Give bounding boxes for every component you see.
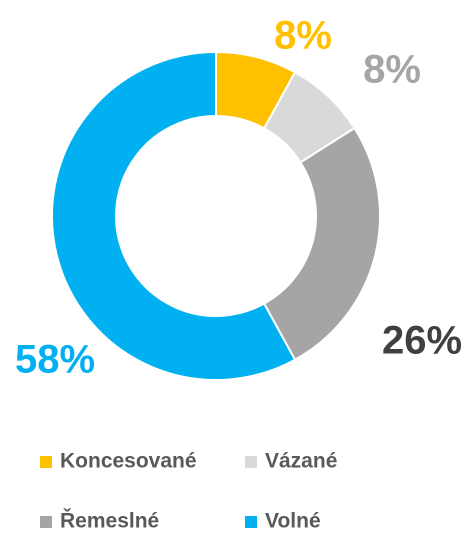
legend-label: Koncesované xyxy=(60,450,197,473)
legend-swatch xyxy=(40,516,52,528)
legend-label: Řemeslné xyxy=(60,509,159,533)
data-label: 8% xyxy=(363,48,421,92)
legend-label: Vázané xyxy=(265,450,337,473)
legend-swatch xyxy=(245,456,257,468)
donut-slice xyxy=(262,126,381,362)
data-label: 26% xyxy=(382,319,462,363)
data-label: 58% xyxy=(15,338,95,382)
legend-label: Volné xyxy=(265,510,321,533)
legend-swatch xyxy=(40,456,52,468)
donut-slice xyxy=(51,50,297,381)
legend-swatch xyxy=(245,516,257,528)
data-label: 8% xyxy=(274,14,332,58)
